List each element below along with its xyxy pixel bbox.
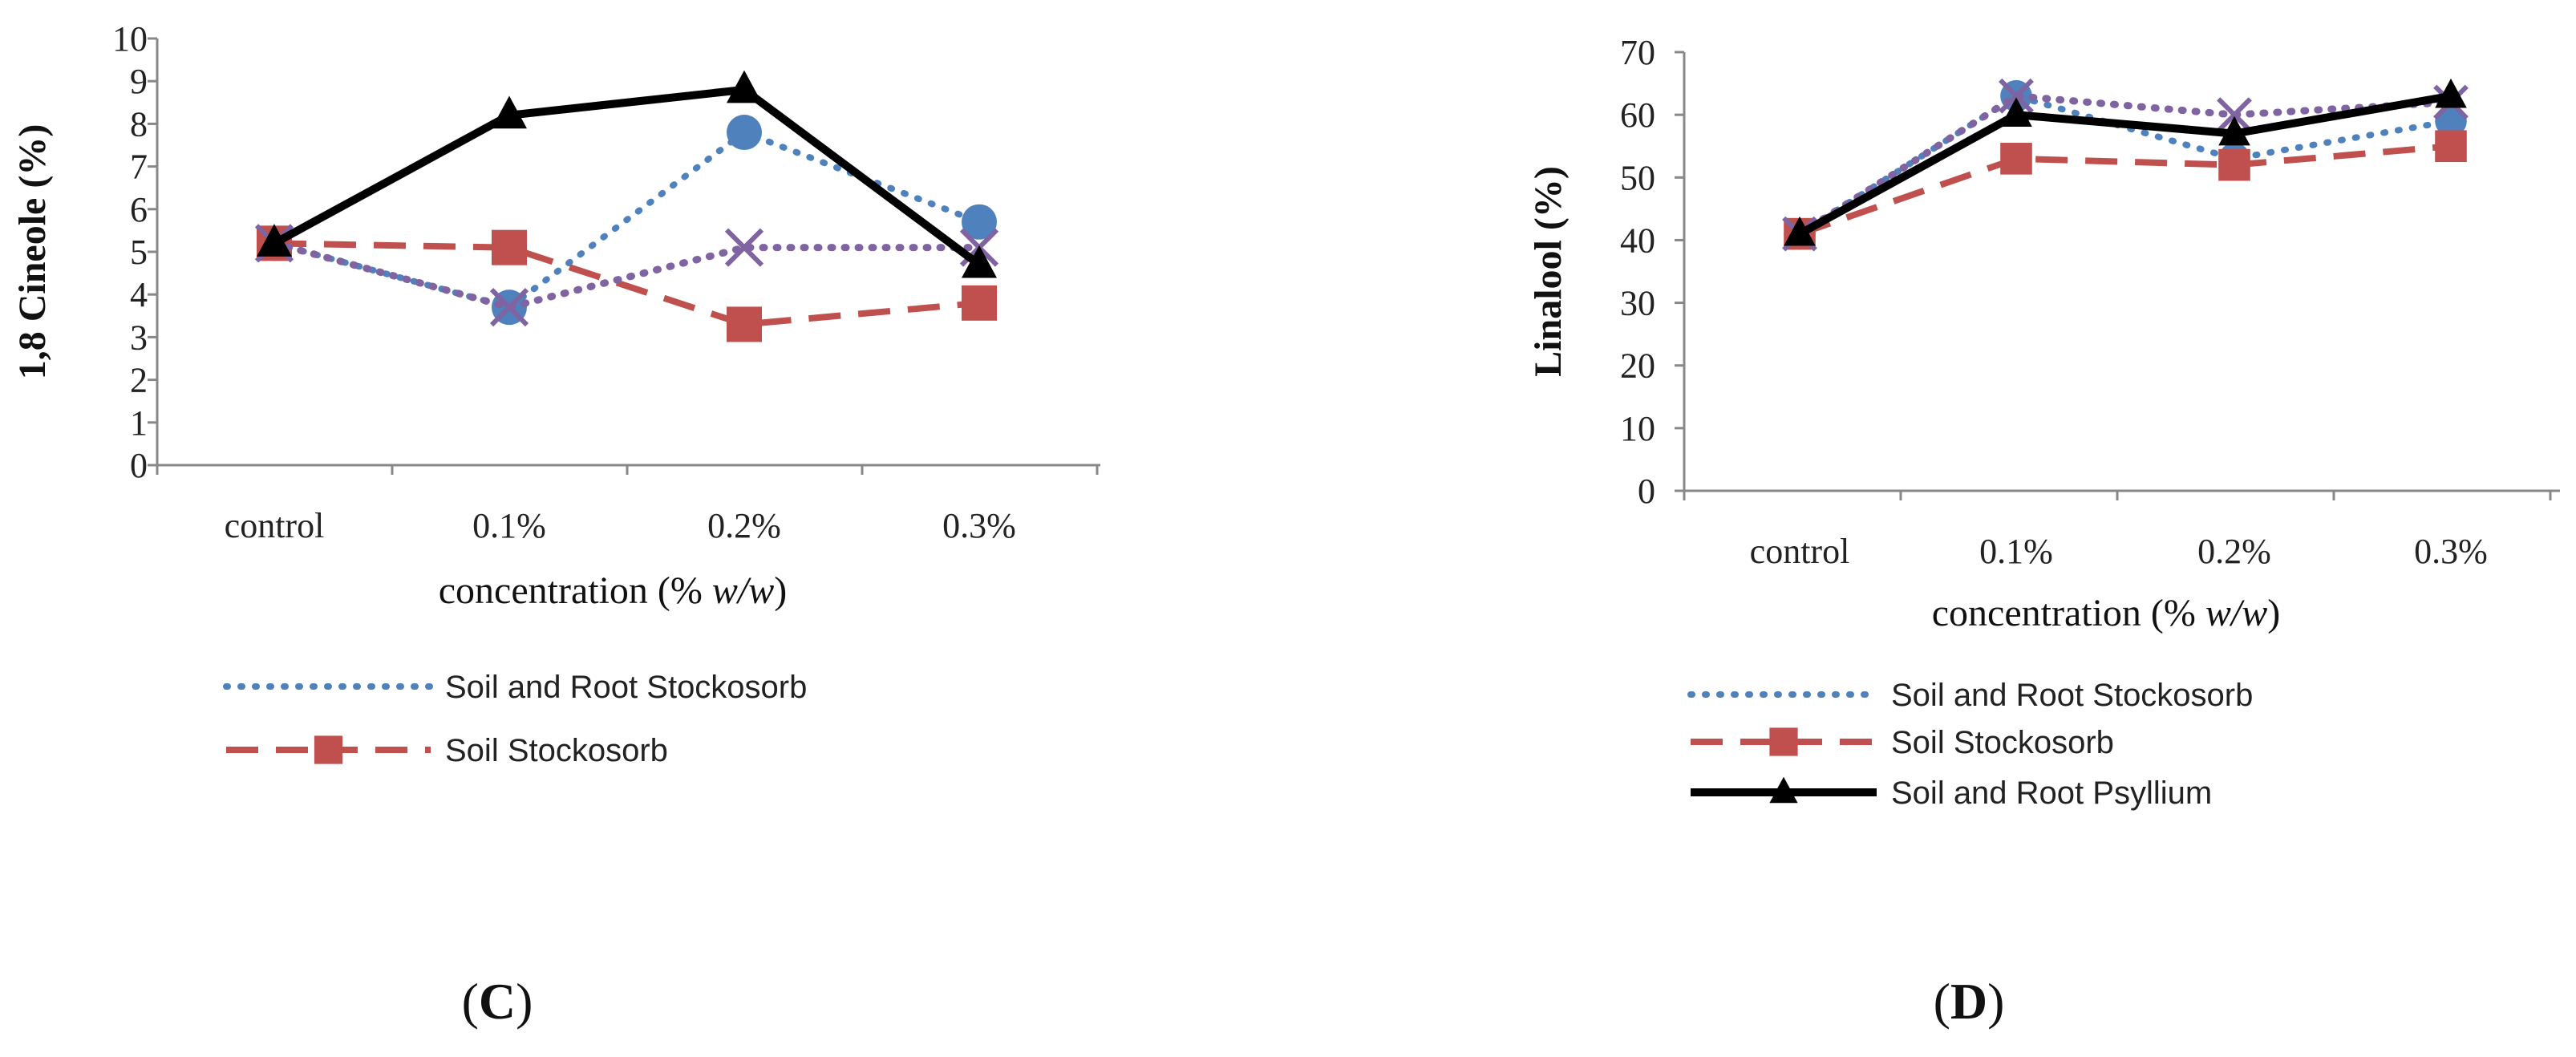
x-axis-title-prefix: concentration (%: [439, 569, 712, 612]
series-line-srs: [1796, 92, 2454, 237]
y-axis-title: Linalool (%): [1527, 166, 1569, 377]
data-point-x-stroke-b: [2217, 97, 2252, 133]
panel-label-c: (C): [462, 973, 533, 1030]
y-tick-label: 20: [1620, 346, 1655, 386]
data-point-srs: [727, 115, 762, 151]
x-axis-title-suffix: ): [2267, 592, 2280, 634]
x-axis-title: concentration (% w/w): [439, 569, 788, 612]
legend-marker-ss: [314, 735, 343, 764]
x-tick-label: 0.2%: [2197, 532, 2271, 571]
y-tick-label: 0: [1638, 472, 1655, 511]
x-tick-label: 0.1%: [472, 506, 546, 545]
x-tick-label: 0.1%: [1979, 532, 2053, 571]
chart-panel-d: 0 10 20 30 40 50 60 70 control 0.1% 0.2% 0.3% Linalo…: [1527, 33, 2560, 811]
y-tick-label: 2: [130, 361, 148, 400]
data-point-srp: [727, 70, 762, 103]
data-point-x-stroke-b: [724, 228, 764, 267]
series-line-x: [1796, 92, 2455, 238]
data-point-x: [724, 228, 764, 267]
data-point-srp: [1784, 216, 1816, 246]
legend-marker-srp: [1769, 776, 1798, 804]
data-point-x: [1999, 78, 2034, 114]
x-axis-title-prefix: concentration (%: [1932, 592, 2205, 634]
y-tick-label: 3: [130, 318, 148, 357]
x-tick-label: 0.3%: [942, 506, 1016, 545]
y-tick-label: 1: [130, 403, 148, 443]
data-point-srp: [492, 95, 527, 129]
legend-label: Soil and Root Stockosorb: [1891, 678, 2253, 713]
series-line-srp: [272, 85, 982, 268]
data-point-x-stroke-b: [489, 288, 529, 327]
y-tick-label: 40: [1620, 221, 1655, 260]
y-tick-label: 4: [130, 275, 148, 314]
y-tick-label: 9: [130, 62, 148, 101]
x-axis-title: concentration (% w/w): [1932, 592, 2281, 634]
data-point-ss: [962, 285, 997, 321]
x-tick-label: 0.2%: [707, 506, 781, 545]
x-tick-label: 0.3%: [2414, 532, 2488, 571]
data-point-ss: [2435, 130, 2467, 163]
data-point-srp: [962, 245, 997, 278]
data-point-srp: [257, 224, 292, 257]
legend-marker-ss: [1769, 727, 1798, 756]
data-point-srs: [962, 204, 997, 240]
y-tick-label: 6: [130, 190, 148, 229]
y-tick-label: 30: [1620, 284, 1655, 323]
x-axis-title-suffix: ): [774, 569, 787, 612]
data-point-x-stroke-b: [1999, 78, 2034, 114]
data-point-srp: [2000, 97, 2032, 127]
series-line-srs: [271, 129, 982, 311]
y-tick-label: 50: [1620, 158, 1655, 197]
data-point-x: [489, 288, 529, 327]
series-line-ss: [1798, 143, 2452, 237]
panel-label-d: (D): [1934, 973, 2005, 1030]
x-tick-label: control: [1750, 532, 1850, 571]
legend-label: Soil Stockosorb: [1891, 725, 2114, 760]
series-line-ss: [273, 240, 980, 328]
y-tick-label: 70: [1620, 33, 1655, 72]
y-tick-label: 7: [130, 148, 148, 187]
legend-label: Soil Stockosorb: [445, 733, 668, 768]
x-tick-label: control: [225, 506, 325, 545]
x-axis-title-italic: w/w: [2205, 592, 2267, 634]
y-axis-title: 1,8 Cineole (%): [11, 124, 54, 380]
legend-label: Soil and Root Stockosorb: [445, 670, 807, 705]
y-tick-label: 60: [1620, 95, 1655, 135]
y-tick-label: 10: [112, 19, 148, 59]
series-line-srp: [1797, 91, 2452, 237]
legend-label: Soil and Root Psyllium: [1891, 776, 2212, 811]
data-point-srp: [2435, 78, 2467, 108]
data-point-srp: [2218, 115, 2250, 146]
data-point-ss: [2000, 143, 2032, 175]
data-point-ss: [727, 306, 762, 342]
data-point-x: [2217, 97, 2252, 133]
y-tick-label: 8: [130, 104, 148, 144]
data-point-ss: [492, 229, 527, 265]
y-tick-label: 10: [1620, 409, 1655, 448]
y-tick-label: 5: [130, 233, 148, 272]
data-point-ss: [2218, 148, 2250, 181]
y-tick-label: 0: [130, 446, 148, 485]
x-axis-title-italic: w/w: [712, 569, 774, 612]
series-line-x: [270, 239, 983, 311]
